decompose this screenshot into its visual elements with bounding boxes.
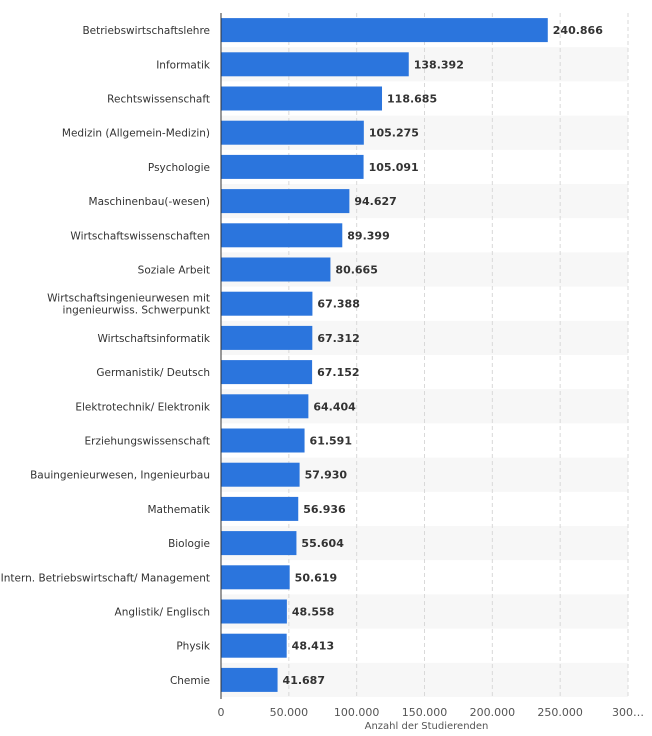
bar[interactable] [221,120,364,145]
bar[interactable] [221,531,297,556]
value-label: 105.091 [369,161,419,174]
category-label: Medizin (Allgemein-Medizin) [62,128,210,140]
value-label: 48.558 [292,606,334,619]
bar[interactable] [221,257,331,282]
category-label: Betriebswirtschaftslehre [82,25,210,37]
value-label: 61.591 [310,435,352,448]
x-tick-label: 250.000 [537,706,583,719]
category-label: Intern. Betriebswirtschaft/ Management [1,572,210,584]
value-label: 138.392 [414,58,464,71]
value-label: 67.388 [317,298,359,311]
bar[interactable] [221,52,409,77]
value-label: 240.866 [553,24,603,37]
category-label: Elektrotechnik/ Elektronik [75,401,211,413]
bar[interactable] [221,599,287,624]
value-label: 67.312 [317,332,359,345]
category-label: Wirtschaftswissenschaften [70,230,210,242]
category-label: Anglistik/ Englisch [115,607,210,619]
bar[interactable] [221,428,305,453]
bar[interactable] [221,565,290,590]
x-tick-label: 150.000 [402,706,448,719]
bar[interactable] [221,394,309,419]
category-label: Psychologie [148,162,210,174]
category-label: Wirtschaftsingenieurwesen mit ingenieurwi… [47,293,210,317]
x-axis-title: Anzahl der Studierenden [365,721,489,732]
category-labels: Betriebswirtschaftslehre Informatik Rechts… [1,25,211,687]
category-label: Soziale Arbeit [138,265,210,277]
category-label: Physik [176,641,211,653]
bar[interactable] [221,667,278,692]
value-label: 57.930 [305,469,348,482]
x-tick-label: 200.000 [470,706,516,719]
value-label: 80.665 [335,264,377,277]
value-label: 50.619 [295,571,337,584]
category-label: Maschinenbau(-wesen) [89,196,210,208]
value-label: 94.627 [354,195,396,208]
value-label: 55.604 [301,537,344,550]
bars [221,18,548,692]
category-label: Mathematik [147,504,210,516]
bar[interactable] [221,325,313,350]
bar[interactable] [221,189,350,214]
category-label: Biologie [168,538,210,550]
x-tick-label: 0 [218,706,225,719]
value-label: 56.936 [303,503,346,516]
category-label: Chemie [170,675,210,687]
value-label: 105.275 [369,127,419,140]
x-tick-label: 100.000 [334,706,380,719]
value-label: 118.685 [387,93,437,106]
bar[interactable] [221,496,299,521]
value-label: 89.399 [347,229,389,242]
bar[interactable] [221,154,364,179]
bar[interactable] [221,18,548,43]
bar[interactable] [221,360,313,385]
bar[interactable] [221,462,300,487]
x-tick-labels: 0 50.000 100.000 150.000 200.000 250.000 300… [218,706,645,719]
value-label: 48.413 [292,640,334,653]
x-tick-label: 300… [612,706,644,719]
x-tick-label: 50.000 [270,706,309,719]
bar[interactable] [221,633,287,658]
category-label: Rechtswissenschaft [107,94,210,106]
bar[interactable] [221,223,343,248]
value-labels: 240.866 138.392 118.685 105.275 105.091 94.62… [283,24,604,687]
category-label: Informatik [156,59,211,71]
category-label: Germanistik/ Deutsch [96,367,210,379]
category-label: Bauingenieurwesen, Ingenieurbau [30,470,210,482]
bar[interactable] [221,291,313,316]
value-label: 64.404 [313,400,356,413]
category-label: Erziehungswissenschaft [85,436,210,448]
category-label: Wirtschaftsinformatik [97,333,210,345]
value-label: 41.687 [283,674,325,687]
bar[interactable] [221,86,383,111]
value-label: 67.152 [317,366,359,379]
